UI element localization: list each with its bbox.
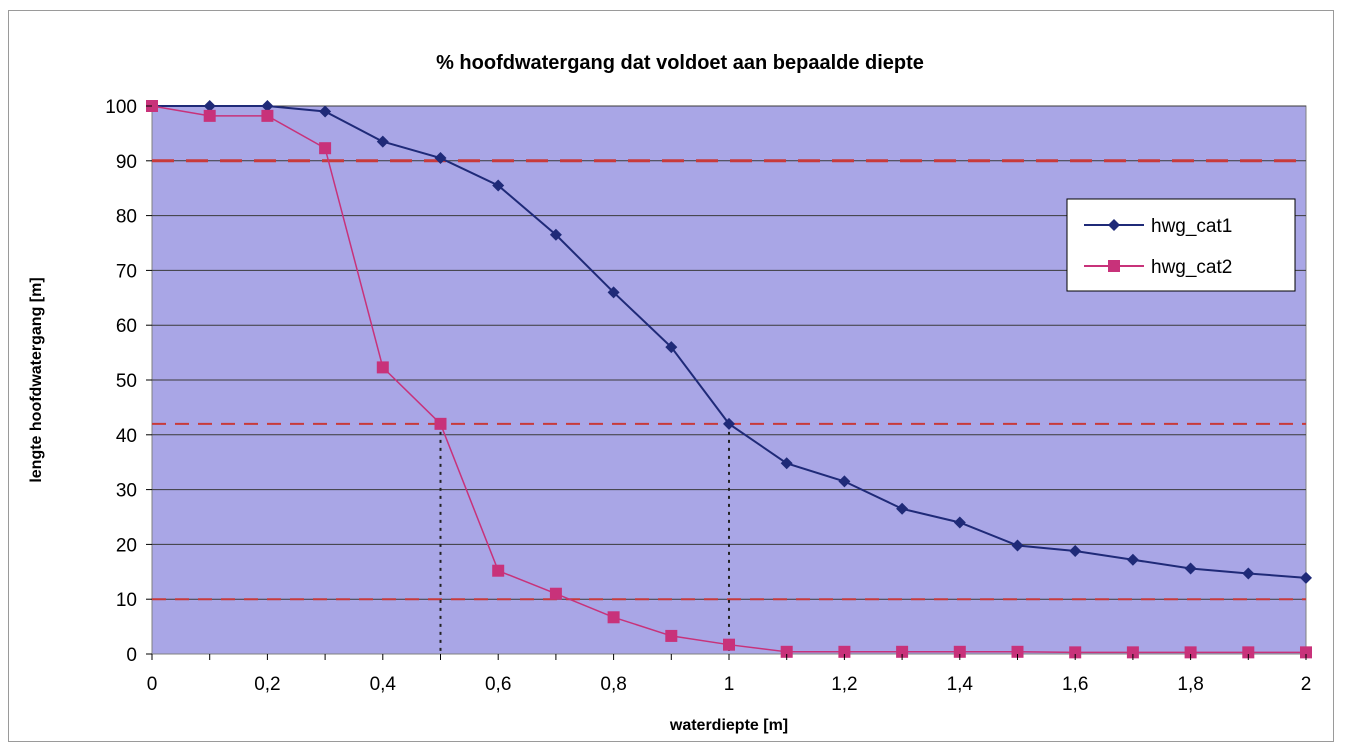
x-tick-label: 1,6	[1062, 674, 1088, 695]
data-point-hwg_cat2	[838, 645, 851, 658]
x-tick-label: 0,2	[254, 674, 280, 695]
data-point-hwg_cat1	[1126, 553, 1139, 566]
data-point-hwg_cat2	[549, 587, 562, 600]
y-tick-label: 60	[116, 316, 137, 337]
x-tick-label: 1,4	[947, 674, 974, 695]
data-point-hwg_cat2	[1300, 646, 1312, 659]
x-tick-label: 0,8	[600, 674, 626, 695]
x-tick-label: 0	[147, 674, 158, 695]
data-point-hwg_cat2	[1242, 646, 1255, 659]
data-point-hwg_cat1	[261, 100, 274, 112]
data-point-hwg_cat2	[607, 611, 620, 624]
data-point-hwg_cat1	[492, 179, 505, 192]
y-tick-label: 90	[116, 152, 137, 173]
data-point-hwg_cat1	[1069, 544, 1082, 557]
data-point-hwg_cat1	[780, 457, 793, 470]
y-axis-label: lengte hoofdwatergang [m]	[28, 277, 45, 482]
data-point-hwg_cat1	[203, 100, 216, 112]
y-tick-label: 10	[116, 590, 137, 611]
data-point-hwg_cat1	[896, 502, 909, 515]
y-tick-label: 50	[116, 371, 137, 392]
x-tick-label: 1	[724, 674, 735, 695]
data-point-hwg_cat1	[953, 516, 966, 529]
data-point-hwg_cat2	[203, 109, 216, 122]
y-axis-ticks: 0 10 20 30 40 50 60 70 80 90 100	[105, 97, 152, 666]
y-tick-label: 70	[116, 261, 137, 282]
data-point-hwg_cat2	[1011, 645, 1024, 658]
legend-marker-hwg_cat1	[1108, 219, 1120, 231]
data-point-hwg_cat2	[953, 645, 966, 658]
data-point-hwg_cat2	[723, 638, 735, 651]
data-point-hwg_cat1	[723, 417, 735, 430]
data-point-hwg_cat1	[665, 341, 678, 354]
data-point-hwg_cat1	[607, 286, 620, 299]
x-tick-label: 0,6	[485, 674, 511, 695]
data-point-hwg_cat1	[838, 475, 851, 488]
x-tick-label: 1,8	[1177, 674, 1203, 695]
x-axis-ticks: 0 0,2 0,4 0,6 0,8 1 1,2 1,4 1,6 1,8 2	[147, 654, 1312, 695]
y-tick-label: 80	[116, 207, 137, 228]
data-point-hwg_cat1	[1184, 562, 1197, 575]
legend-marker-hwg_cat2	[1108, 260, 1120, 272]
legend-label-hwg_cat2: hwg_cat2	[1151, 257, 1232, 278]
x-tick-label: 2	[1301, 674, 1312, 695]
y-tick-label: 0	[126, 645, 137, 666]
data-point-hwg_cat2	[665, 629, 678, 642]
data-point-hwg_cat1	[376, 135, 389, 148]
y-tick-label: 20	[116, 535, 137, 556]
data-point-hwg_cat1	[549, 228, 562, 241]
data-point-hwg_cat1	[1300, 571, 1312, 584]
series-group	[146, 100, 1312, 659]
data-point-hwg_cat2	[492, 564, 505, 577]
data-point-hwg_cat2	[434, 417, 447, 430]
data-point-hwg_cat1	[1011, 539, 1024, 552]
legend-label-hwg_cat1: hwg_cat1	[1151, 216, 1232, 237]
x-axis-label: waterdiepte [m]	[669, 717, 788, 734]
data-point-hwg_cat2	[376, 361, 389, 374]
legend-box	[1066, 198, 1296, 292]
data-point-hwg_cat1	[319, 105, 332, 118]
chart-frame: % hoofdwatergang dat voldoet aan bepaald…	[8, 10, 1334, 742]
data-point-hwg_cat2	[1126, 646, 1139, 659]
chart-title: % hoofdwatergang dat voldoet aan bepaald…	[436, 52, 924, 74]
data-point-hwg_cat2	[319, 142, 332, 155]
data-point-hwg_cat2	[261, 109, 274, 122]
x-tick-label: 1,2	[831, 674, 857, 695]
y-tick-label: 100	[105, 97, 137, 118]
data-point-hwg_cat2	[780, 645, 793, 658]
data-point-hwg_cat1	[1242, 567, 1255, 580]
y-tick-label: 40	[116, 426, 137, 447]
data-point-hwg_cat2	[896, 645, 909, 658]
data-point-hwg_cat2	[1069, 646, 1082, 659]
line-chart: % hoofdwatergang dat voldoet aan bepaald…	[28, 52, 1312, 734]
y-tick-label: 30	[116, 481, 137, 502]
data-point-hwg_cat1	[434, 152, 447, 165]
x-tick-label: 0,4	[370, 674, 397, 695]
legend: hwg_cat1 hwg_cat2	[1066, 198, 1296, 292]
data-point-hwg_cat2	[1184, 646, 1197, 659]
